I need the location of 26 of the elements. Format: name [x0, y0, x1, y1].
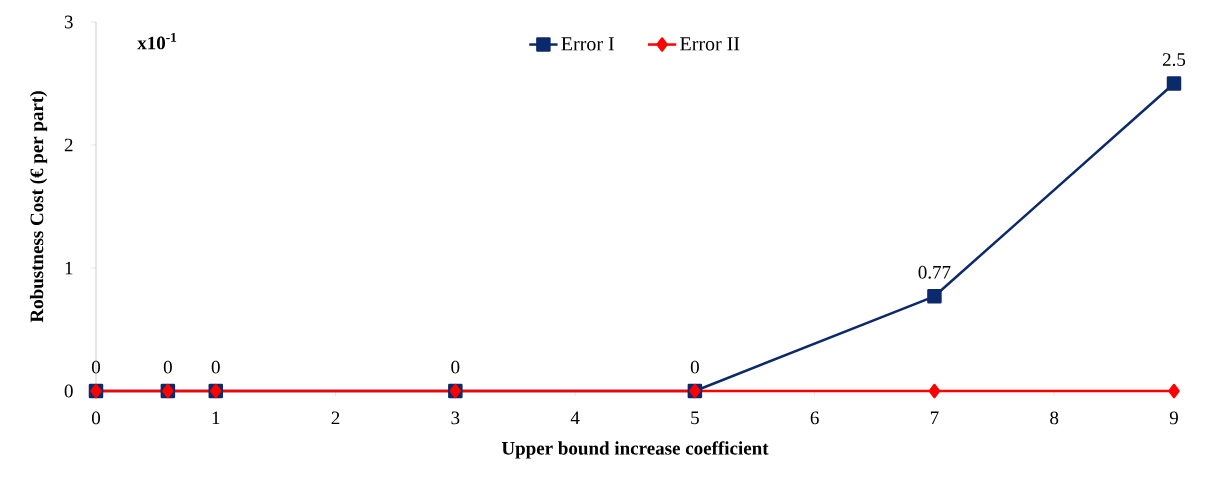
legend-label: Error II	[680, 37, 740, 51]
y-tick-label: 3	[64, 15, 73, 29]
x-tick-label: 7	[930, 411, 939, 424]
annotation: x10$^{-1}$	[137, 32, 177, 50]
data-label: 2.5	[1162, 53, 1186, 66]
x-axis-title: Upper bound increase coefficient	[501, 441, 769, 459]
data-label: 0.77	[918, 265, 951, 279]
y-axis-title: Robustness Cost (€ per part)	[29, 91, 48, 323]
x-tick-label: 9	[1169, 411, 1178, 425]
x-tick-label: 1	[212, 411, 220, 425]
y-tick-label: 2	[64, 138, 73, 152]
x-tick-label: 6	[810, 411, 819, 425]
y-tick-label: 0	[64, 384, 73, 398]
data-label: 0	[690, 360, 699, 374]
x-tick-label: 3	[451, 411, 460, 425]
data-label: 0	[91, 360, 101, 374]
x-tick-label: 5	[691, 411, 699, 425]
x-tick-label: 4	[570, 411, 580, 425]
x-tick-label: 8	[1050, 411, 1059, 425]
x-tick-label: 0	[91, 411, 101, 425]
data-label: 0	[211, 360, 220, 374]
x-tick-label: 2	[331, 411, 340, 425]
y-tick-label: 1	[65, 261, 73, 275]
legend-label: Error I	[561, 37, 614, 51]
data-label: 0	[451, 360, 460, 374]
data-label: 0	[163, 360, 172, 374]
